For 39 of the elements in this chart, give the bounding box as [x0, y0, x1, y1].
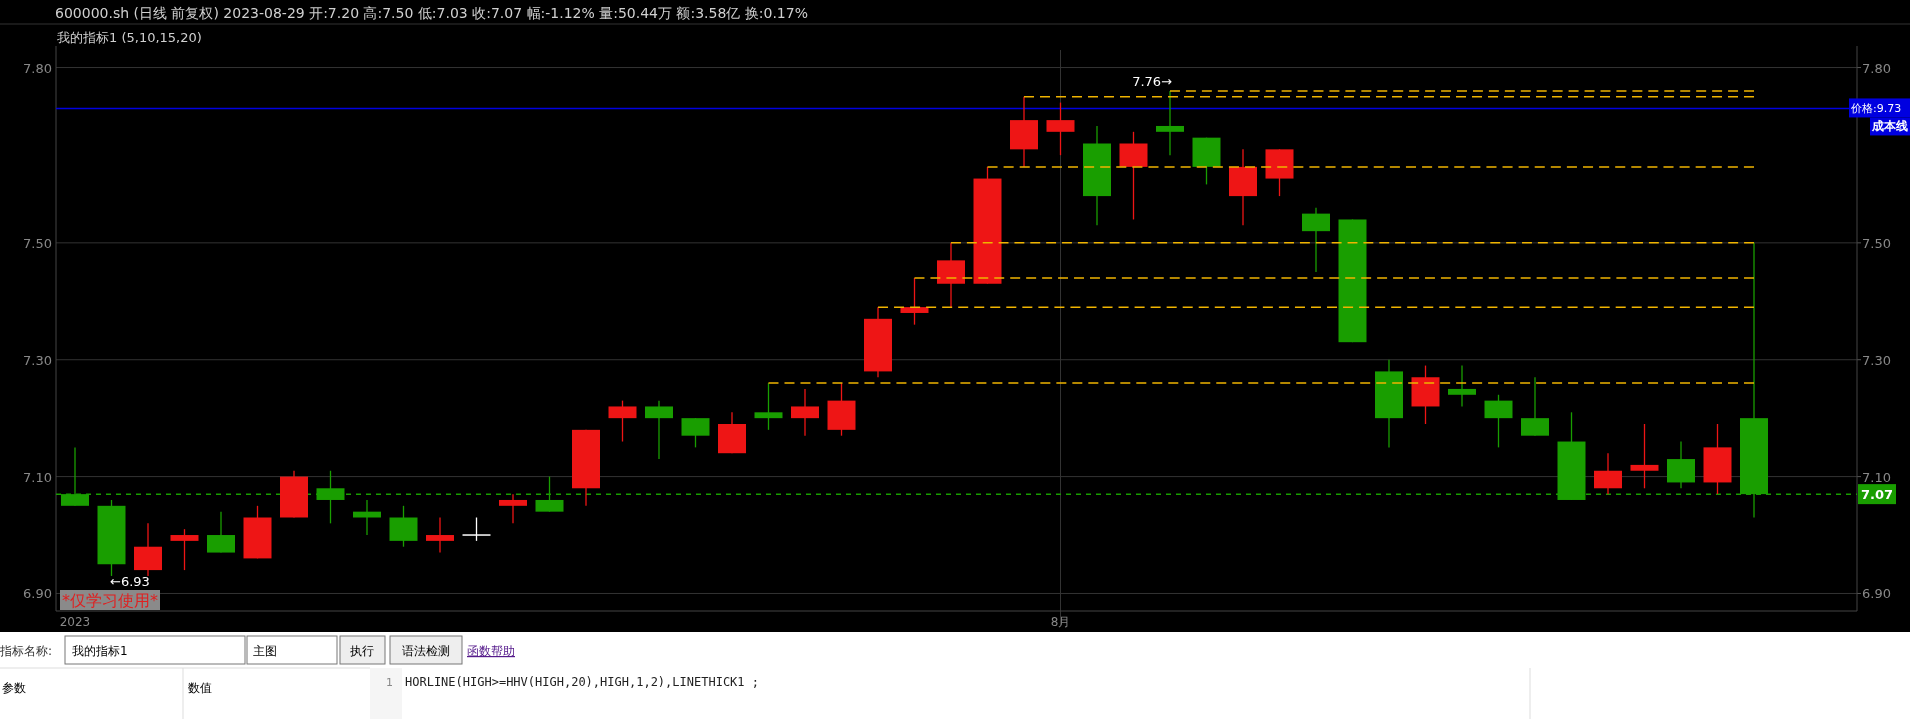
- text: 数值: [188, 681, 212, 695]
- y-tick-label: 7.10: [23, 469, 52, 485]
- candlestick: [1630, 423, 1659, 489]
- chart-title: 600000.sh (日线 前复权) 2023-08-29 开:7.20 高:7.50 低:7.03 收:7.07 幅:-1.12% 量:50.44万 额:3.58亿 换:0.17%: [55, 5, 808, 21]
- text: 主图: [253, 644, 277, 658]
- y-tick-label: 7.50: [23, 235, 52, 251]
- text: HORLINE(HIGH>=HHV(HIGH,20),HIGH,1,2),LINETHICK1 ;: [405, 675, 760, 689]
- text: 我的指标1: [72, 644, 128, 658]
- x-tick-label: 8月: [1050, 615, 1071, 629]
- text: 7.80: [1862, 60, 1891, 76]
- y-tick-label: 6.90: [23, 586, 52, 602]
- candlestick: [754, 382, 783, 431]
- y-tick-label: 7.30: [23, 352, 52, 368]
- y-tick-label: 7.80: [23, 60, 52, 76]
- text: 价格:9.73: [1850, 102, 1902, 116]
- text: 执行: [350, 644, 374, 658]
- text: 7.30: [1862, 352, 1891, 368]
- candlestick: [1448, 364, 1476, 408]
- text: 7.50: [1862, 235, 1891, 251]
- annotation: *仅学习使用*: [62, 591, 158, 610]
- candlestick: [170, 528, 199, 571]
- candlestick: [353, 499, 381, 536]
- text: 成本线: [1871, 119, 1908, 134]
- text: 参数: [2, 681, 26, 695]
- text: 1: [386, 676, 393, 689]
- ref-line-label: 7.07: [1861, 487, 1894, 503]
- text: 函数帮助: [467, 644, 515, 658]
- candlestick: [426, 516, 454, 554]
- annotation: 7.76→: [1132, 74, 1173, 89]
- text: 7.10: [1862, 469, 1891, 485]
- candlestick: [900, 277, 929, 326]
- annotation: ←6.93: [110, 574, 150, 589]
- candlestick: [499, 493, 527, 524]
- text: 语法检测: [402, 644, 450, 658]
- x-tick-label: 2023: [59, 615, 91, 629]
- text: 6.90: [1862, 586, 1891, 602]
- text: 指标名称:: [0, 644, 53, 658]
- candlestick: [1156, 90, 1184, 156]
- chart-subtitle: 我的指标1 (5,10,15,20): [57, 30, 202, 45]
